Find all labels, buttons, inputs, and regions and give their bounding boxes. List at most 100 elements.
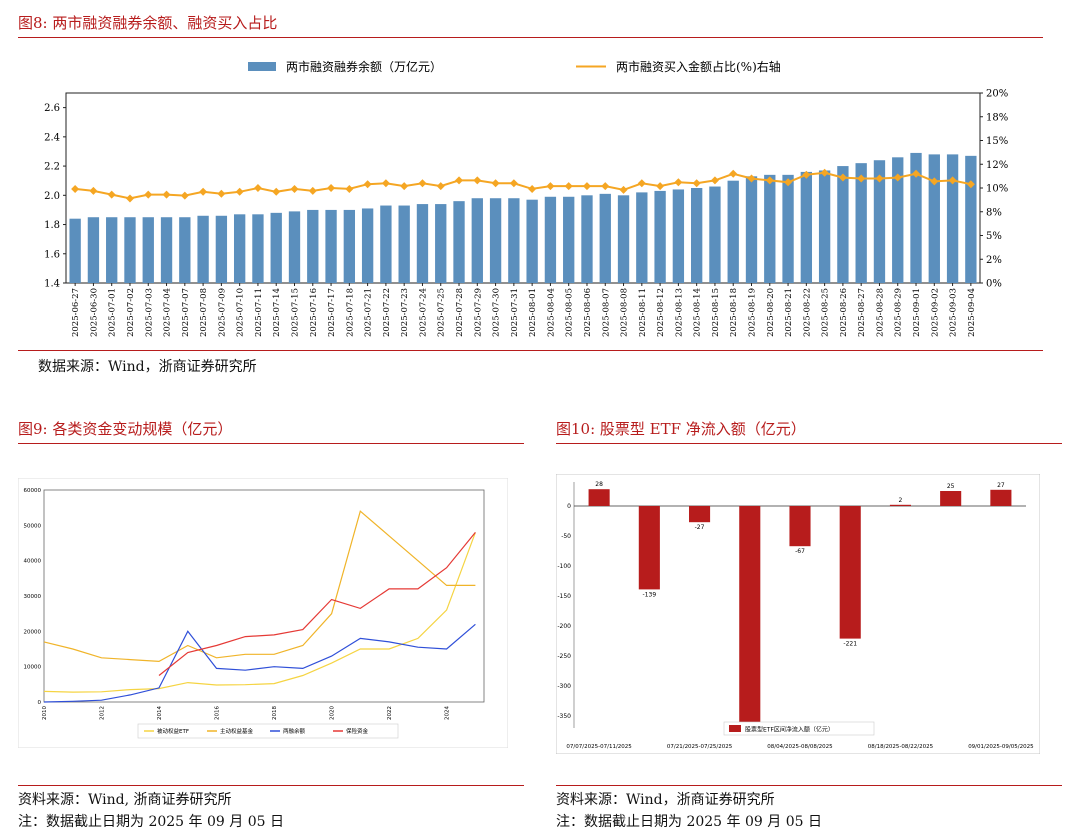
fig10-bar xyxy=(739,506,761,727)
fig9-legend-label: 保险资金 xyxy=(346,727,369,735)
fig10-bar xyxy=(588,489,610,506)
fig9-legend-box xyxy=(137,723,399,739)
fig8-ratio-point xyxy=(619,185,628,194)
fig8-ratio-point xyxy=(180,191,189,200)
fig8-bar xyxy=(965,155,977,283)
fig8-chart: 两市融资融券余额（万亿元） 两市融资买入金额占比(%)右轴 1.4 1.6 1.8 2.0… xyxy=(44,59,1008,337)
fig8-bar xyxy=(818,170,831,283)
fig8-x-tick-label: 2025-06-30 xyxy=(89,288,99,337)
fig10-data-label: -221 xyxy=(843,641,857,648)
fig8-ratio-point xyxy=(199,187,208,196)
fig8-x-tick-label: 2025-08-11 xyxy=(638,288,648,337)
fig8-bar xyxy=(215,215,228,283)
fig8-ratio-point xyxy=(820,168,829,177)
fig8-bar xyxy=(764,174,776,283)
fig8-x-tick-label: 2025-08-25 xyxy=(821,288,831,337)
fig10-top-rule xyxy=(556,443,1062,444)
fig10-data-label: 28 xyxy=(595,481,603,488)
fig8-x-tick-label: 2025-07-22 xyxy=(382,288,392,337)
fig8-source: 数据来源：Wind，浙商证券研究所 xyxy=(38,359,257,375)
fig8-yleft-tick-label: 2.0 xyxy=(44,191,60,202)
fig8-yright-tick-label: 10% xyxy=(986,184,1008,195)
fig8-ratio-point xyxy=(875,174,884,183)
fig8-ratio-point xyxy=(765,176,774,185)
fig8-x-tick-label: 2025-07-16 xyxy=(309,288,319,337)
fig10-y-tick-label: 0 xyxy=(567,503,571,510)
fig8-bar xyxy=(636,192,648,283)
fig8-bar xyxy=(288,211,301,283)
fig10-y-tick-label: -300 xyxy=(557,683,571,690)
fig10-bar xyxy=(940,491,962,506)
fig9-x-tick-label: 2016 xyxy=(215,706,221,720)
fig9-x-tick-label: 2012 xyxy=(100,706,106,720)
fig8-x-tick-label: 2025-08-20 xyxy=(766,288,776,337)
fig8-ratio-point xyxy=(235,187,244,196)
fig8-ratio-point xyxy=(418,179,427,188)
fig8-bar xyxy=(270,212,282,283)
fig8-x-tick-label: 2025-07-04 xyxy=(163,288,173,337)
fig8-ratio-point xyxy=(747,174,756,183)
fig8-bar xyxy=(599,193,611,283)
fig8-bar xyxy=(654,190,666,283)
fig8-top-rule xyxy=(18,37,1043,38)
fig8-bar xyxy=(617,195,630,283)
fig10-bar xyxy=(839,506,861,639)
fig9-series-line xyxy=(43,623,476,703)
fig10-data-label: 27 xyxy=(997,482,1005,489)
fig8-bar xyxy=(325,209,337,283)
fig10-data-label: 2 xyxy=(899,497,903,504)
fig10-data-label: -67 xyxy=(795,548,805,555)
fig8-yright-tick-label: 20% xyxy=(986,89,1008,100)
fig9-x-tick-label: 2010 xyxy=(42,706,48,720)
fig8-legend-bar-label: 两市融资融券余额（万亿元） xyxy=(286,59,442,74)
fig8-bar xyxy=(233,214,246,283)
fig8-ratio-point xyxy=(930,177,939,186)
fig8-bar xyxy=(416,204,429,283)
fig8-bar xyxy=(544,196,557,283)
fig8-x-tick-label: 2025-07-25 xyxy=(437,288,447,337)
fig8-x-tick-label: 2025-09-03 xyxy=(949,288,959,337)
fig10-data-label: 25 xyxy=(947,483,955,490)
fig8-ratio-point xyxy=(144,190,153,199)
fig8-ratio-point xyxy=(107,190,116,199)
fig8-ratio-point xyxy=(363,180,372,189)
fig8-ratio-point xyxy=(253,184,262,192)
fig9-x-tick-label: 2022 xyxy=(387,706,393,720)
fig8-x-tick-label: 2025-08-26 xyxy=(839,288,849,337)
fig9-legend-label: 被动权益ETF xyxy=(157,727,189,735)
fig8-x-tick-label: 2025-07-17 xyxy=(327,288,337,337)
fig10-note: 注：数据截止日期为 2025 年 09 月 05 日 xyxy=(556,814,822,830)
fig8-yleft-tick-label: 2.6 xyxy=(44,103,60,114)
fig8-bar xyxy=(690,188,703,283)
fig8-bar xyxy=(435,204,447,283)
fig8-x-tick-label: 2025-08-28 xyxy=(875,288,885,337)
fig8-ratio-point xyxy=(601,182,610,191)
fig8-x-tick-label: 2025-08-13 xyxy=(674,288,684,337)
fig8-x-tick-label: 2025-08-05 xyxy=(565,288,575,337)
fig8-bar xyxy=(892,157,904,283)
fig8-bar xyxy=(563,196,575,283)
fig8-ratio-point xyxy=(436,182,445,191)
fig8-x-tick-label: 2025-07-03 xyxy=(144,288,154,337)
fig8-x-tick-label: 2025-08-22 xyxy=(802,288,812,337)
fig8-yleft-tick-label: 1.8 xyxy=(44,220,60,231)
fig9-x-tick-label: 2014 xyxy=(157,706,163,720)
fig10-y-tick-label: -100 xyxy=(557,563,571,570)
fig8-x-tick-label: 2025-07-29 xyxy=(473,288,483,337)
fig8-x-tick-label: 2025-08-08 xyxy=(620,288,630,337)
fig8-ratio-point xyxy=(966,180,975,189)
fig8-bar xyxy=(837,166,849,283)
fig8-yright-tick-label: 15% xyxy=(986,136,1008,147)
fig10-y-tick-label: -200 xyxy=(557,623,571,630)
fig8-bar xyxy=(581,195,593,283)
fig8-ratio-point xyxy=(473,176,482,185)
fig8-bar xyxy=(179,217,191,283)
fig8-x-tick-label: 2025-07-24 xyxy=(418,288,428,337)
fig8-bar xyxy=(471,198,483,283)
fig8-bar xyxy=(343,209,356,283)
fig8-bar xyxy=(87,217,100,283)
fig10-x-tick-label: 09/01/2025-09/05/2025 xyxy=(968,744,1034,750)
fig8-ratio-point xyxy=(327,184,336,192)
fig8-x-tick-label: 2025-08-15 xyxy=(711,288,721,337)
fig9-x-tick-label: 2024 xyxy=(445,706,451,720)
